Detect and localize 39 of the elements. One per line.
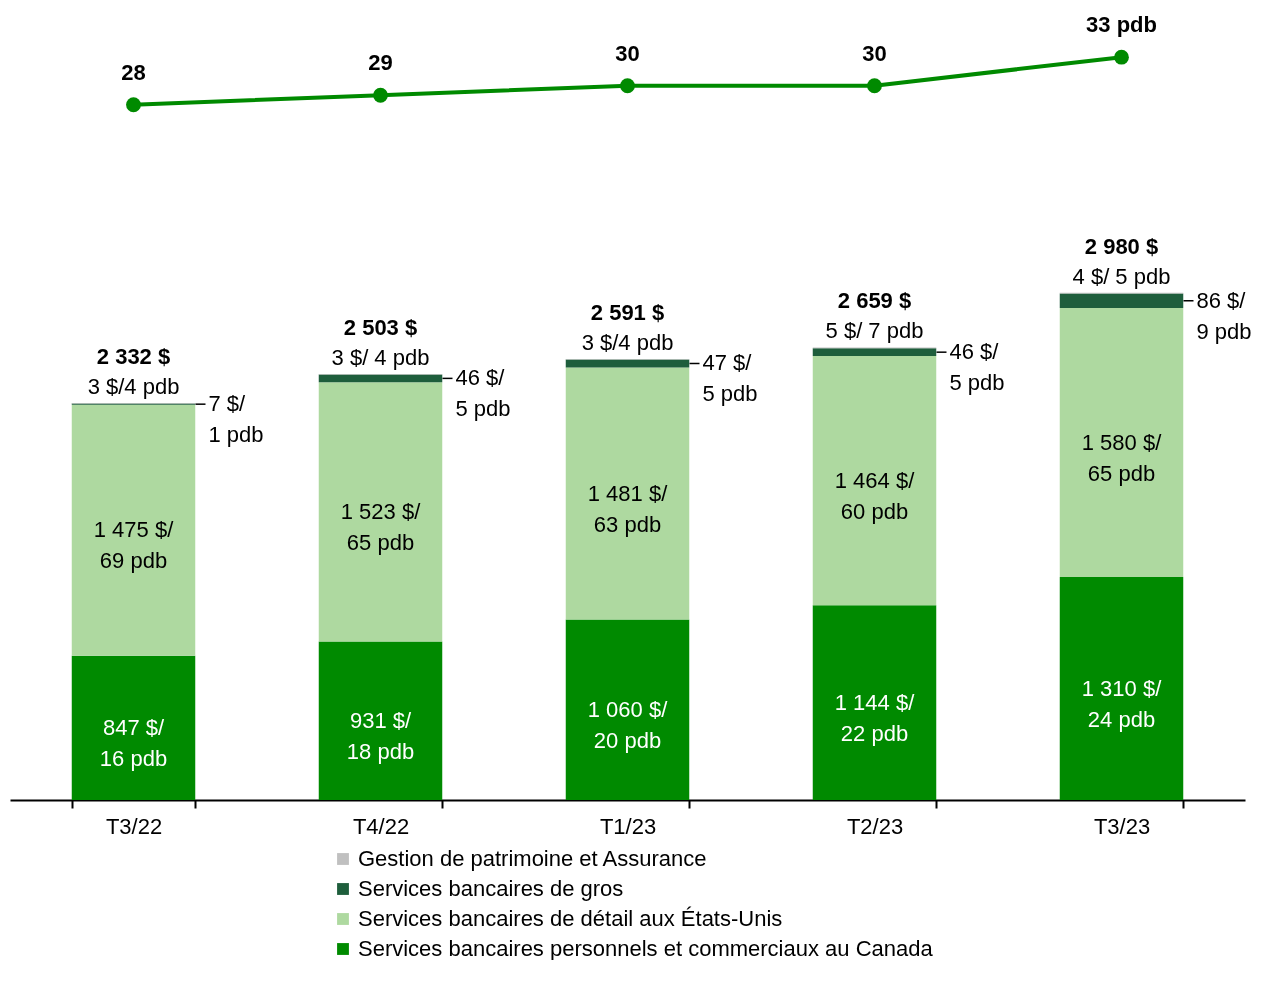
total-label: 2 659 $ xyxy=(837,288,912,314)
data-label: 3 $/4 pdb xyxy=(581,329,674,355)
total-label: 2 503 $ xyxy=(343,314,418,340)
data-label: 33 pdb xyxy=(1086,12,1157,38)
legend-label: Gestion de patrimoine et Assurance xyxy=(358,846,707,871)
x-tick-label: T3/22 xyxy=(105,813,163,839)
x-tick-label: T2/23 xyxy=(846,813,904,839)
legend-label: Services bancaires de gros xyxy=(358,876,624,901)
data-label: 46 $/ 5 pdb xyxy=(949,339,1005,396)
total-label: 2 332 $ xyxy=(96,344,171,370)
data-label: 1 144 $/ 22 pdb xyxy=(834,689,916,746)
data-label: 86 $/ 9 pdb xyxy=(1196,287,1252,344)
data-label: 847 $/ 16 pdb xyxy=(99,714,168,771)
x-tick-label: T1/23 xyxy=(599,813,657,839)
data-label: 1 310 $/ 24 pdb xyxy=(1081,675,1163,732)
x-tick-label: T4/22 xyxy=(352,813,410,839)
data-label: 30 xyxy=(862,40,887,66)
data-label: 46 $/ 5 pdb xyxy=(455,365,511,422)
data-label: 5 $/ 7 pdb xyxy=(825,318,924,344)
data-label: 4 $/ 5 pdb xyxy=(1072,263,1171,289)
legend-label: Services bancaires personnels et commerciaux au Canada xyxy=(358,936,934,961)
data-label: 3 $/4 pdb xyxy=(87,374,180,400)
data-label: 28 xyxy=(121,59,146,85)
data-label: 1 481 $/ 63 pdb xyxy=(587,480,669,537)
data-label: 47 $/ 5 pdb xyxy=(702,350,758,407)
data-label: 3 $/ 4 pdb xyxy=(331,344,430,370)
data-label: 1 580 $/ 65 pdb xyxy=(1081,429,1163,486)
x-tick-label: T3/23 xyxy=(1093,813,1151,839)
data-label: 30 xyxy=(615,40,640,66)
data-label: 29 xyxy=(368,50,393,76)
data-label: 1 464 $/ 60 pdb xyxy=(834,467,916,524)
legend-label: Services bancaires de détail aux États-Unis xyxy=(358,906,783,931)
total-label: 2 980 $ xyxy=(1084,233,1159,259)
data-label: 1 523 $/ 65 pdb xyxy=(340,498,422,555)
data-label: 931 $/ 18 pdb xyxy=(346,707,415,764)
total-label: 2 591 $ xyxy=(590,299,665,325)
data-label: 1 475 $/ 69 pdb xyxy=(93,517,175,574)
data-label: 1 060 $/ 20 pdb xyxy=(587,696,669,753)
data-label: 7 $/ 1 pdb xyxy=(208,391,264,448)
